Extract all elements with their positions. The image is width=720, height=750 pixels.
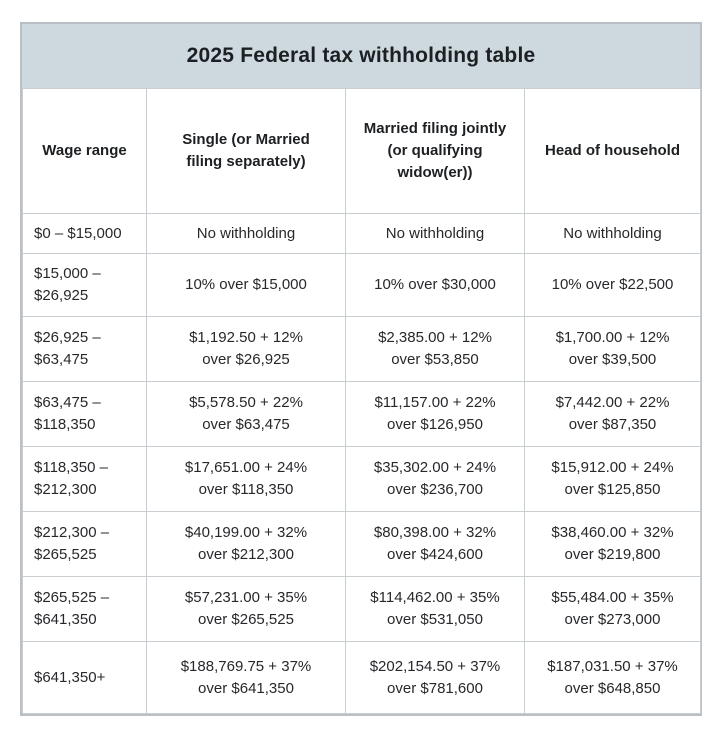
head-household-cell: $55,484.00 + 35% over $273,000	[524, 576, 701, 642]
column-header-head-of-household: Head of household	[524, 88, 701, 214]
table-row: $26,925 – $63,475 $1,192.50 + 12% over $…	[22, 316, 701, 382]
head-household-cell: $1,700.00 + 12% over $39,500	[524, 316, 701, 382]
table-row: $63,475 – $118,350 $5,578.50 + 22% over …	[22, 381, 701, 447]
single-cell: $57,231.00 + 35% over $265,525	[146, 576, 346, 642]
married-joint-cell: $114,462.00 + 35% over $531,050	[345, 576, 525, 642]
married-joint-cell: $11,157.00 + 22% over $126,950	[345, 381, 525, 447]
tax-table-grid: Wage range Single (or Married filing sep…	[22, 88, 701, 714]
single-cell: 10% over $15,000	[146, 253, 346, 317]
wage-range-cell: $212,300 – $265,525	[22, 511, 147, 577]
wage-range-cell: $641,350+	[22, 641, 147, 714]
head-household-cell: $187,031.50 + 37% over $648,850	[524, 641, 701, 714]
single-cell: $1,192.50 + 12% over $26,925	[146, 316, 346, 382]
head-household-cell: $15,912.00 + 24% over $125,850	[524, 446, 701, 512]
single-cell: $17,651.00 + 24% over $118,350	[146, 446, 346, 512]
table-row: $641,350+ $188,769.75 + 37% over $641,35…	[22, 641, 701, 714]
table-header-row: Wage range Single (or Married filing sep…	[22, 88, 701, 214]
wage-range-cell: $26,925 – $63,475	[22, 316, 147, 382]
married-joint-cell: $202,154.50 + 37% over $781,600	[345, 641, 525, 714]
wage-range-cell: $265,525 – $641,350	[22, 576, 147, 642]
column-header-married-jointly: Married filing jointly (or qualifying wi…	[345, 88, 525, 214]
table-row: $15,000 – $26,925 10% over $15,000 10% o…	[22, 253, 701, 317]
column-header-wage-range: Wage range	[22, 88, 147, 214]
married-joint-cell: $2,385.00 + 12% over $53,850	[345, 316, 525, 382]
single-cell: $40,199.00 + 32% over $212,300	[146, 511, 346, 577]
tax-withholding-table: 2025 Federal tax withholding table Wage …	[20, 22, 702, 716]
married-joint-cell: $80,398.00 + 32% over $424,600	[345, 511, 525, 577]
table-row: $265,525 – $641,350 $57,231.00 + 35% ove…	[22, 576, 701, 642]
column-header-single: Single (or Married filing separately)	[146, 88, 346, 214]
wage-range-cell: $63,475 – $118,350	[22, 381, 147, 447]
head-household-cell: 10% over $22,500	[524, 253, 701, 317]
married-joint-cell: No withholding	[345, 213, 525, 254]
head-household-cell: No withholding	[524, 213, 701, 254]
table-row: $212,300 – $265,525 $40,199.00 + 32% ove…	[22, 511, 701, 577]
table-row: $118,350 – $212,300 $17,651.00 + 24% ove…	[22, 446, 701, 512]
single-cell: No withholding	[146, 213, 346, 254]
table-title-band: 2025 Federal tax withholding table	[22, 24, 700, 88]
head-household-cell: $38,460.00 + 32% over $219,800	[524, 511, 701, 577]
wage-range-cell: $118,350 – $212,300	[22, 446, 147, 512]
married-joint-cell: $35,302.00 + 24% over $236,700	[345, 446, 525, 512]
wage-range-cell: $15,000 – $26,925	[22, 253, 147, 317]
single-cell: $188,769.75 + 37% over $641,350	[146, 641, 346, 714]
table-title: 2025 Federal tax withholding table	[186, 44, 536, 67]
married-joint-cell: 10% over $30,000	[345, 253, 525, 317]
table-row: $0 – $15,000 No withholding No withholdi…	[22, 213, 701, 254]
head-household-cell: $7,442.00 + 22% over $87,350	[524, 381, 701, 447]
single-cell: $5,578.50 + 22% over $63,475	[146, 381, 346, 447]
wage-range-cell: $0 – $15,000	[22, 213, 147, 254]
